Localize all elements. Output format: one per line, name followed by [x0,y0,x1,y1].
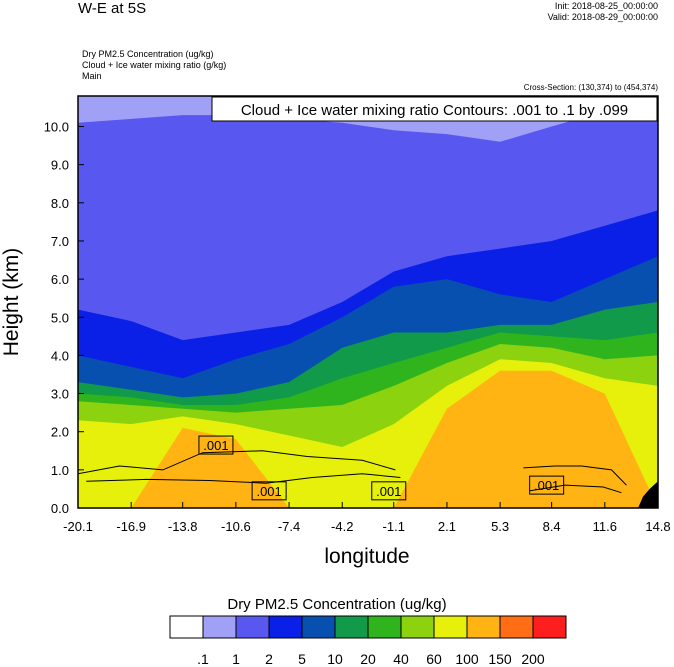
contour-line-2 [523,465,627,486]
x-tick-label: 11.6 [593,519,617,534]
colorbar-swatch [301,615,336,639]
colorbar-label: 20 [360,651,376,667]
colorbar-swatch [202,615,237,639]
y-tick-label: 5.0 [51,310,69,325]
colorbar-swatch [466,615,501,639]
contour-label: .001 [256,484,281,499]
contour-label-box [529,475,565,495]
y-tick-label: 8.0 [51,196,69,211]
colorbar-label: 100 [455,651,479,667]
contour-info-text: Cloud + Ice water mixing ratio Contours:… [241,102,628,119]
field-name-cloud: Cloud + Ice water mixing ratio (g/kg) [82,60,227,70]
colorbar-swatch [169,615,204,639]
colorbar-swatch [235,615,270,639]
contour-label-box [371,481,407,501]
colorbar-swatch [268,615,303,639]
contour-label: .001 [376,484,401,499]
field-name-pm25: Dry PM2.5 Concentration (ug/kg) [82,49,214,59]
x-tick-label: 8.4 [543,519,561,534]
colorbar-swatch [433,615,468,639]
terrain [638,481,658,508]
y-axis-label: Height (km) [0,248,23,357]
x-axis-label: longitude [324,545,409,568]
colorbar-swatch [499,615,534,639]
contour-label: .001 [203,438,228,453]
x-tick-label: -10.6 [221,519,251,534]
contour-info-frame [211,96,658,122]
colorbar-label: 150 [488,651,512,667]
init-time: Init: 2018-08-25_00:00:00 [554,1,658,11]
contour-line-3 [529,484,622,494]
y-tick-label: 0.0 [51,501,69,516]
x-tick-label: -20.1 [63,519,93,534]
y-axis: 0.0 1.0 2.0 3.0 4.0 5.0 6.0 7.0 8.0 9.0 10.0 [44,120,84,516]
y-tick-label: 10.0 [44,120,69,135]
contour-label-box [251,481,287,501]
colorbar-label: .1 [197,651,209,667]
y-tick-label: 3.0 [51,387,69,402]
colorbar-label: 2 [265,651,273,667]
colorbar-label: 1 [232,651,240,667]
x-tick-label: -4.2 [331,519,353,534]
contour-line-1 [86,473,401,484]
colorbar-label: 5 [298,651,306,667]
x-axis: -20.1 -16.9 -13.8 -10.6 -7.4 -4.2 -1.1 2.1 5.3 8.… [63,502,671,534]
colorbar-label: 40 [393,651,409,667]
plot-frame [77,95,659,509]
contour-label: .001 [534,478,559,493]
colorbar-swatch [334,615,369,639]
field-name-main: Main [82,71,102,81]
colorbar-label: 200 [521,651,545,667]
cloud-contours: .001 .001 .001 .001 [77,435,658,508]
band-orange [78,370,658,508]
y-tick-label: 4.0 [51,348,69,363]
x-tick-label: 2.1 [438,519,456,534]
x-tick-label: -1.1 [383,519,405,534]
x-tick-label: -13.8 [168,519,198,534]
x-tick-label: -16.9 [116,519,146,534]
colorbar-label: 60 [426,651,442,667]
valid-time: Valid: 2018-08-29_00:00:00 [547,12,658,22]
colorbar: .1 1 2 5 10 20 40 60 100 150 200 [169,615,567,667]
colorbar-swatch [400,615,435,639]
colorbar-swatch [367,615,402,639]
contour-label-box [198,435,234,455]
chart-title: W-E at 5S [78,0,147,17]
x-tick-label: 5.3 [491,519,509,534]
colorbar-swatch [532,615,567,639]
colorbar-label: 10 [327,651,343,667]
x-tick-label: 14.8 [645,519,670,534]
x-tick-label: -7.4 [278,519,300,534]
y-tick-label: 2.0 [51,425,69,440]
cross-section-label: Cross-Section: (130,374) to (454,374) [523,83,658,92]
colorbar-title: Dry PM2.5 Concentration (ug/kg) [227,596,447,613]
y-tick-label: 9.0 [51,158,69,173]
contour-info-box: Cloud + Ice water mixing ratio Contours:… [211,96,658,122]
y-tick-label: 6.0 [51,272,69,287]
concentration-field [78,96,658,509]
y-tick-label: 7.0 [51,234,69,249]
y-tick-label: 1.0 [51,463,69,478]
